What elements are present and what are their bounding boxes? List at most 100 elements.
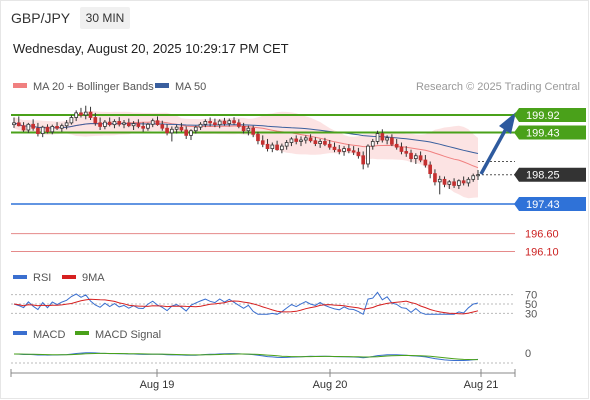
- candle: [126, 118, 131, 128]
- candle-body: [332, 146, 337, 151]
- candle: [452, 178, 456, 188]
- candle-body: [366, 145, 370, 165]
- candle-body: [351, 150, 356, 153]
- candle-body: [198, 123, 203, 128]
- rsi-tick-label-50: 50: [525, 299, 537, 311]
- level-tag-bg: [514, 167, 586, 182]
- candle-body: [457, 180, 461, 186]
- candle: [447, 180, 452, 189]
- candle-body: [103, 121, 107, 127]
- x-axis-ticks: [10, 369, 516, 377]
- candle: [299, 136, 303, 147]
- candle-body: [399, 146, 404, 152]
- level-label-196-60: 196.60: [525, 229, 559, 241]
- candle: [428, 161, 432, 179]
- candle: [136, 119, 141, 129]
- candle: [146, 122, 150, 131]
- macd-signal-legend-swatch: [75, 331, 89, 335]
- candle: [203, 119, 208, 128]
- candle-body: [174, 126, 179, 130]
- candle-body: [165, 127, 169, 134]
- macd-panel: 0: [11, 348, 531, 364]
- candle: [31, 119, 35, 131]
- candle: [347, 144, 351, 154]
- candle: [318, 138, 322, 148]
- level-tag-197-43: 197.43: [514, 197, 586, 211]
- candle: [141, 122, 145, 132]
- candle: [69, 115, 74, 125]
- x-tick-label-aug20: Aug 20: [313, 379, 348, 391]
- candle: [390, 134, 394, 147]
- candle-body: [380, 133, 385, 141]
- candle: [442, 176, 447, 188]
- level-tag-text: 199.43: [526, 128, 560, 140]
- candle-body: [55, 126, 59, 129]
- macd-signal-legend-label: MACD Signal: [95, 329, 161, 341]
- rsi-legend-swatch: [13, 275, 27, 279]
- candle-body: [294, 138, 299, 142]
- candle: [289, 137, 294, 147]
- rsi-legend-label: RSI: [33, 272, 51, 284]
- candle: [174, 124, 179, 134]
- candle-body: [466, 178, 471, 184]
- candle-body: [150, 120, 155, 125]
- candle-body: [404, 151, 409, 154]
- price-levels: [11, 114, 515, 253]
- candle: [79, 107, 83, 118]
- candle: [399, 142, 404, 155]
- candle: [16, 116, 21, 127]
- candle: [256, 131, 260, 145]
- candle: [21, 122, 26, 132]
- candle-body: [409, 152, 413, 160]
- candle-body: [461, 180, 466, 184]
- candle: [356, 147, 361, 159]
- rsi-line: [13, 291, 479, 316]
- candle-body: [136, 123, 141, 127]
- candle-body: [217, 120, 222, 126]
- candle-body: [213, 122, 217, 126]
- candle: [385, 135, 389, 145]
- candle: [88, 106, 93, 121]
- candle-body: [179, 126, 184, 131]
- rsi-ma-legend-swatch: [62, 275, 76, 279]
- candle: [107, 117, 112, 127]
- macd-legend: MACD MACD Signal: [13, 329, 161, 341]
- candle: [418, 151, 423, 163]
- candle-body: [26, 123, 31, 131]
- candle: [232, 117, 236, 125]
- rsi-legend: RSI 9MA: [13, 272, 105, 284]
- candle: [323, 137, 327, 147]
- candle: [461, 176, 466, 186]
- candle-body: [270, 144, 275, 149]
- candle-body: [64, 122, 69, 127]
- candle-body: [308, 137, 313, 142]
- candle: [246, 125, 251, 136]
- candle: [98, 117, 102, 131]
- rsi-ma-legend-label: 9MA: [82, 272, 105, 284]
- candle-body: [442, 178, 447, 185]
- candle-body: [160, 124, 165, 129]
- candle-body: [418, 155, 423, 161]
- macd-legend-swatch: [13, 331, 27, 335]
- candle: [193, 125, 198, 134]
- candle-body: [45, 126, 50, 133]
- candle: [26, 122, 31, 133]
- candle-body: [122, 122, 126, 125]
- candle-body: [69, 117, 74, 124]
- candle-body: [12, 122, 16, 126]
- candle: [366, 144, 370, 168]
- candle-body: [98, 122, 102, 127]
- candle-body: [318, 141, 322, 144]
- macd-signal-line: [14, 352, 478, 361]
- candle: [476, 170, 480, 181]
- candle-body: [60, 125, 64, 129]
- candle-body: [203, 121, 208, 125]
- candle-body: [390, 137, 394, 145]
- candle-body: [423, 159, 428, 166]
- candle: [241, 122, 246, 134]
- candle-body: [170, 128, 174, 134]
- timeframe-button[interactable]: 30 MIN: [80, 7, 130, 29]
- level-tag-text: 198.25: [526, 170, 560, 182]
- candle-body: [141, 126, 145, 129]
- candle: [131, 121, 136, 131]
